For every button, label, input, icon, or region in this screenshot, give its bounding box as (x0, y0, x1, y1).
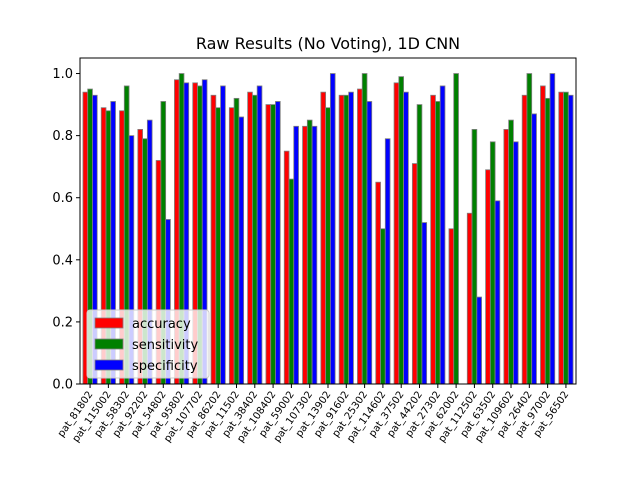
bar-sensitivity-pat_59002 (288, 178, 295, 385)
bar-accuracy-pat_56502 (558, 91, 564, 385)
legend-label-sensitivity: sensitivity (132, 338, 199, 353)
bar-accuracy-pat_13902 (320, 91, 327, 385)
bar-sensitivity-pat_38402 (252, 94, 258, 385)
bar-accuracy-pat_97002 (540, 85, 546, 385)
bar-specificity-pat_44202 (421, 222, 428, 385)
bar-accuracy-pat_44202 (411, 163, 418, 385)
bar-accuracy-pat_91602 (338, 94, 345, 385)
bar-specificity-pat_91602 (348, 91, 354, 385)
y-tick-label: 0.0 (52, 378, 73, 393)
bar-sensitivity-pat_109602 (508, 119, 514, 385)
legend-swatch-accuracy (94, 317, 124, 329)
bar-sensitivity-pat_27302 (435, 101, 441, 385)
bar-specificity-pat_25302 (366, 101, 373, 385)
chart-title: Raw Results (No Voting), 1D CNN (196, 34, 460, 53)
bar-specificity-pat_38402 (256, 85, 263, 385)
legend-swatch-specificity (94, 359, 124, 371)
bar-sensitivity-pat_86202 (215, 107, 221, 385)
bar-sensitivity-pat_44202 (416, 104, 423, 385)
bar-sensitivity-pat_63502 (489, 141, 496, 385)
bar-sensitivity-pat_62002 (453, 73, 459, 385)
bar-sensitivity-pat_107302 (306, 119, 313, 385)
bar-sensitivity-pat_13902 (325, 107, 331, 385)
y-tick-label: 0.2 (52, 315, 73, 330)
y-tick-label: 0.8 (52, 129, 73, 144)
bar-accuracy-pat_112502 (466, 212, 473, 385)
legend-label-specificity: specificity (132, 359, 198, 374)
bar-specificity-pat_108402 (275, 101, 281, 385)
bar-specificity-pat_114602 (384, 138, 391, 385)
bar-accuracy-pat_109602 (503, 129, 510, 385)
bar-accuracy-pat_86202 (210, 94, 217, 385)
bar-accuracy-pat_27302 (430, 94, 436, 385)
bar-accuracy-pat_37502 (393, 82, 400, 385)
bar-specificity-pat_112502 (476, 296, 482, 385)
bar-sensitivity-pat_56502 (563, 91, 569, 385)
bar-sensitivity-pat_25302 (361, 73, 368, 385)
legend-label-accuracy: accuracy (132, 317, 191, 332)
bar-sensitivity-pat_26402 (526, 73, 533, 385)
bar-sensitivity-pat_114602 (380, 228, 386, 385)
bar-accuracy-pat_62002 (448, 228, 455, 385)
legend-swatch-sensitivity (94, 338, 124, 350)
bar-accuracy-pat_59002 (283, 150, 290, 385)
bar-sensitivity-pat_11502 (233, 97, 240, 385)
bar-accuracy-pat_63502 (485, 169, 491, 385)
bar-accuracy-pat_114602 (375, 181, 381, 385)
bar-accuracy-pat_26402 (521, 94, 528, 385)
bar-accuracy-pat_38402 (247, 91, 253, 385)
y-tick-label: 1.0 (52, 67, 73, 82)
bar-sensitivity-pat_91602 (343, 94, 350, 385)
bar-specificity-pat_107302 (311, 125, 318, 385)
bar-sensitivity-pat_112502 (471, 129, 478, 385)
bar-specificity-pat_109602 (513, 141, 519, 385)
y-tick-label: 0.6 (52, 191, 73, 206)
bar-specificity-pat_13902 (329, 73, 336, 385)
bar-specificity-pat_27302 (439, 85, 446, 385)
bar-specificity-pat_86202 (220, 85, 226, 385)
y-tick-label: 0.4 (52, 253, 73, 268)
bar-sensitivity-pat_108402 (270, 104, 276, 385)
bar-specificity-pat_37502 (403, 91, 409, 385)
bar-sensitivity-pat_37502 (398, 76, 404, 385)
bar-specificity-pat_97002 (549, 73, 556, 385)
plot-area: 0.00.20.40.60.81.0pat_81802pat_115002pat… (52, 57, 577, 445)
bar-specificity-pat_26402 (531, 113, 537, 385)
bar-specificity-pat_59002 (293, 125, 299, 385)
bar-accuracy-pat_25302 (357, 88, 363, 385)
bar-specificity-pat_11502 (238, 116, 245, 385)
bar-specificity-pat_56502 (567, 94, 574, 385)
bar-accuracy-pat_107302 (302, 125, 308, 385)
bar-accuracy-pat_108402 (265, 104, 272, 385)
bar-sensitivity-pat_97002 (544, 97, 551, 385)
bar-accuracy-pat_11502 (228, 107, 235, 385)
bar-specificity-pat_63502 (494, 200, 501, 385)
